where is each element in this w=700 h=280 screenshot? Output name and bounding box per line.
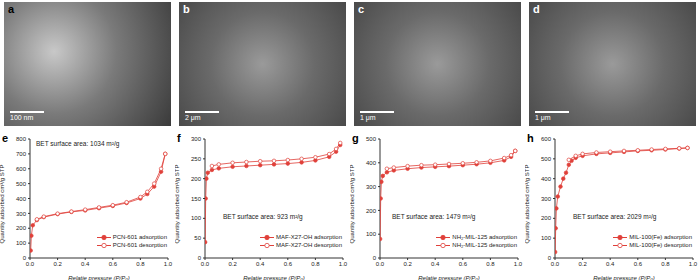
svg-text:100: 100 — [366, 231, 377, 237]
html-text:MIL-100(Fe) desorption: MIL-100(Fe) desorption — [629, 242, 692, 248]
svg-text:0.0: 0.0 — [201, 261, 210, 267]
svg-text:0.0: 0.0 — [551, 261, 560, 267]
svg-text:0.4: 0.4 — [256, 261, 265, 267]
svg-text:300: 300 — [366, 184, 377, 190]
svg-text:1.0: 1.0 — [164, 261, 173, 267]
svg-text:100: 100 — [541, 235, 552, 241]
svg-text:1.0: 1.0 — [514, 261, 523, 267]
svg-text:150: 150 — [191, 196, 202, 202]
html-text:c: c — [358, 3, 365, 15]
html-text:PCN-601 desorption: PCN-601 desorption — [112, 242, 167, 248]
svg-text:400: 400 — [16, 196, 27, 202]
svg-text:0.2: 0.2 — [403, 261, 412, 267]
svg-text:700: 700 — [16, 151, 27, 157]
svg-text:0.4: 0.4 — [81, 261, 90, 267]
svg-text:0.4: 0.4 — [431, 261, 440, 267]
svg-text:250: 250 — [191, 156, 202, 162]
svg-text:0.6: 0.6 — [634, 261, 643, 267]
svg-text:0.0: 0.0 — [26, 261, 35, 267]
svg-text:Relatie pressure (P/P₀): Relatie pressure (P/P₀) — [593, 275, 655, 280]
html-text:NH₂-MIL-125 desorption: NH₂-MIL-125 desorption — [452, 242, 517, 248]
svg-text:Relatie pressure (P/P₀): Relatie pressure (P/P₀) — [68, 275, 130, 280]
svg-text:0: 0 — [548, 255, 552, 261]
html-text:BET surface area: 1479 m²/g: BET surface area: 1479 m²/g — [392, 213, 476, 220]
html-text:f: f — [177, 132, 181, 144]
html-text:BET surface area: 2029 m²/g: BET surface area: 2029 m²/g — [573, 213, 657, 220]
svg-text:0.8: 0.8 — [136, 261, 145, 267]
html-text:PCN-601 adsorption: PCN-601 adsorption — [112, 234, 167, 240]
html-text:a: a — [8, 3, 15, 15]
svg-text:0.6: 0.6 — [284, 261, 293, 267]
svg-text:300: 300 — [16, 211, 27, 217]
svg-text:0.6: 0.6 — [459, 261, 468, 267]
svg-text:0.2: 0.2 — [53, 261, 62, 267]
svg-text:500: 500 — [16, 181, 27, 187]
svg-text:0: 0 — [23, 255, 27, 261]
svg-text:100: 100 — [16, 240, 27, 246]
svg-text:Quantity adsorbed cm³/g STP: Quantity adsorbed cm³/g STP — [0, 164, 5, 243]
svg-text:200: 200 — [366, 208, 377, 214]
svg-text:0.6: 0.6 — [109, 261, 118, 267]
svg-text:0.4: 0.4 — [606, 261, 615, 267]
html-text:MAF-X27-OH desorption: MAF-X27-OH desorption — [276, 242, 342, 248]
svg-text:300: 300 — [541, 196, 552, 202]
svg-text:800: 800 — [16, 136, 27, 142]
svg-text:200: 200 — [541, 215, 552, 221]
html-text:NH₂-MIL-125 adsorption: NH₂-MIL-125 adsorption — [452, 234, 517, 240]
svg-text:0.8: 0.8 — [311, 261, 320, 267]
html-text:BET surface area: 923 m²/g: BET surface area: 923 m²/g — [223, 213, 303, 220]
html-text:e: e — [2, 132, 9, 144]
html-text:b: b — [183, 3, 190, 15]
svg-text:Quantity adsorbed cm³/g STP: Quantity adsorbed cm³/g STP — [350, 164, 355, 243]
svg-text:Quantity adsorbed cm³/g STP: Quantity adsorbed cm³/g STP — [175, 164, 180, 243]
html-text:2 μm: 2 μm — [185, 114, 201, 121]
svg-text:400: 400 — [541, 176, 552, 182]
svg-text:1.0: 1.0 — [689, 261, 698, 267]
html-text:MIL-100(Fe) adsorption: MIL-100(Fe) adsorption — [629, 234, 692, 240]
html-text:1 μm: 1 μm — [360, 114, 376, 121]
svg-text:0.2: 0.2 — [578, 261, 587, 267]
svg-text:200: 200 — [16, 225, 27, 231]
html-text:d: d — [533, 3, 540, 15]
svg-text:500: 500 — [541, 156, 552, 162]
svg-text:1.0: 1.0 — [339, 261, 348, 267]
svg-text:0.8: 0.8 — [661, 261, 670, 267]
svg-text:500: 500 — [366, 136, 377, 142]
svg-text:50: 50 — [194, 235, 201, 241]
svg-text:Relatie pressure (P/P₀): Relatie pressure (P/P₀) — [418, 275, 480, 280]
svg-text:300: 300 — [191, 136, 202, 142]
svg-text:0.0: 0.0 — [376, 261, 385, 267]
svg-text:600: 600 — [541, 136, 552, 142]
svg-text:0: 0 — [373, 255, 377, 261]
svg-text:400: 400 — [366, 160, 377, 166]
svg-text:200: 200 — [191, 176, 202, 182]
html-text:1 μm: 1 μm — [535, 114, 551, 121]
svg-text:600: 600 — [16, 166, 27, 172]
svg-text:0: 0 — [198, 255, 202, 261]
html-text:g: g — [352, 132, 359, 144]
html-text:h: h — [527, 132, 534, 144]
svg-text:0.2: 0.2 — [228, 261, 237, 267]
html-text:100 nm: 100 nm — [10, 114, 34, 121]
html-text:BET surface area: 1034 m²/g: BET surface area: 1034 m²/g — [36, 140, 120, 147]
svg-text:0.8: 0.8 — [486, 261, 495, 267]
html-text:MAF-X27-OH adsorption: MAF-X27-OH adsorption — [276, 234, 342, 240]
svg-text:100: 100 — [191, 215, 202, 221]
svg-text:Relatie pressure (P/P₀): Relatie pressure (P/P₀) — [243, 275, 305, 280]
svg-text:Quantity adsorbed cm³/g STP: Quantity adsorbed cm³/g STP — [525, 164, 530, 243]
